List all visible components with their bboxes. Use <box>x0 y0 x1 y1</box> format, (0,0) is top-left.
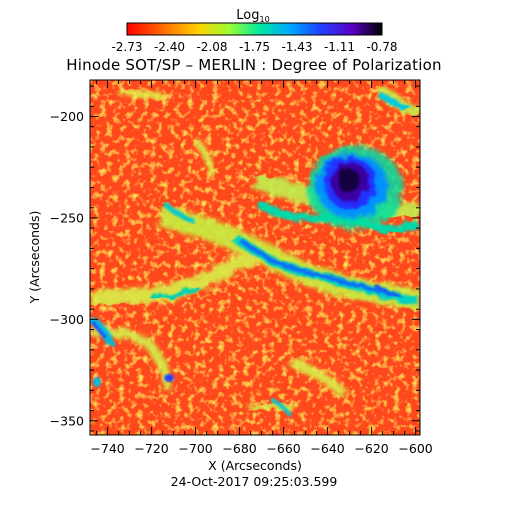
plot-frame <box>89 79 421 436</box>
colorbar-tick-label: -2.08 <box>196 40 227 54</box>
y-tick-label: −300 <box>50 312 84 327</box>
y-tick-label: −350 <box>50 413 84 428</box>
x-axis-ticks: −740 −720 −700 −680 −660 −640 −620 −600 <box>90 80 433 456</box>
colorbar-tick-label: -2.40 <box>154 40 185 54</box>
x-tick-label: −640 <box>310 441 344 456</box>
x-tick-label: −620 <box>354 441 388 456</box>
colorbar <box>126 22 383 36</box>
colorbar-tick-label: -1.75 <box>239 40 270 54</box>
colorbar-tick-labels: -2.73 -2.40 -2.08 -1.75 -1.43 -1.11 -0.78 <box>111 40 397 54</box>
colorbar-tick-label: -1.11 <box>324 40 355 54</box>
colorbar-tick-label: -2.73 <box>111 40 142 54</box>
colorbar-tick-label: -0.78 <box>366 40 397 54</box>
x-tick-label: −700 <box>178 441 212 456</box>
x-tick-label: −600 <box>398 441 432 456</box>
y-axis-ticks: −200 −250 −300 −350 <box>50 85 420 432</box>
timestamp: 24-Oct-2017 09:25:03.599 <box>171 474 338 489</box>
colorbar-tick-label: -1.43 <box>281 40 312 54</box>
y-tick-label: −250 <box>50 210 84 225</box>
y-tick-label: −200 <box>50 109 84 124</box>
x-tick-label: −660 <box>266 441 300 456</box>
x-axis-label: X (Arcseconds) <box>208 458 302 473</box>
plot-title: Hinode SOT/SP – MERLIN : Degree of Polar… <box>66 56 441 74</box>
colorbar-title: Log10 <box>236 8 269 24</box>
y-axis-label: Y (Arcseconds) <box>27 211 42 305</box>
polarization-map <box>90 80 420 435</box>
x-tick-label: −720 <box>134 441 168 456</box>
x-tick-label: −680 <box>222 441 256 456</box>
x-tick-label: −740 <box>90 441 124 456</box>
